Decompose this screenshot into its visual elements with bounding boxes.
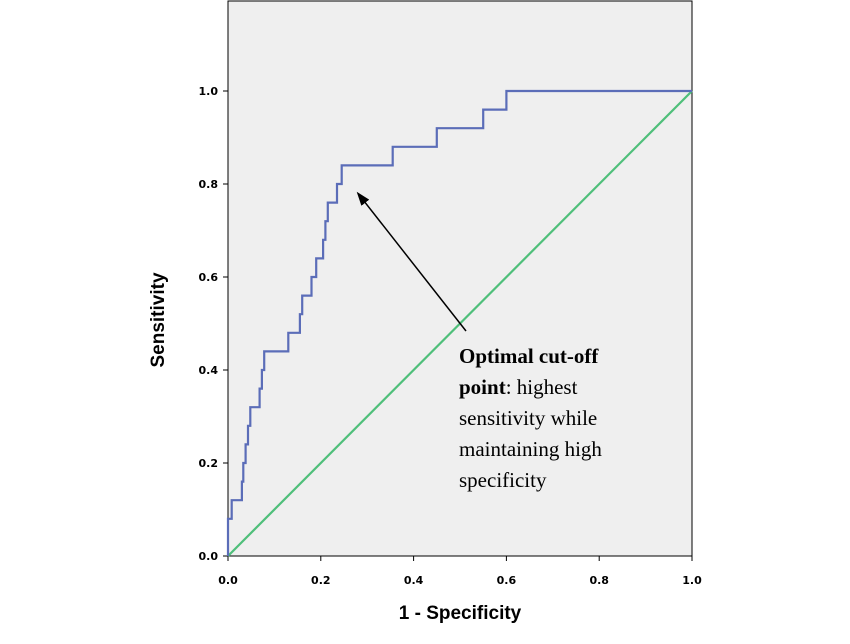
annotation-line: sensitivity while [459, 406, 597, 430]
annotation-text: maintaining high [459, 437, 602, 461]
y-tick-label: 0.2 [199, 457, 219, 470]
annotation-bold-text: Optimal cut-off [459, 344, 599, 368]
x-tick-label: 0.6 [497, 574, 517, 587]
x-tick-label: 0.0 [218, 574, 238, 587]
annotation-bold-text: point [459, 375, 506, 399]
y-tick-label: 0.8 [199, 178, 219, 191]
annotation-line: maintaining high [459, 437, 602, 461]
y-tick-label: 0.0 [199, 550, 219, 563]
x-axis-title: 1 - Specificity [399, 603, 522, 624]
y-tick-label: 0.6 [199, 271, 219, 284]
annotation-text: sensitivity while [459, 406, 597, 430]
annotation-text: specificity [459, 468, 547, 492]
annotation-line: specificity [459, 468, 547, 492]
roc-curve [226, 89, 692, 556]
x-tick-label: 0.8 [589, 574, 609, 587]
x-tick-label: 0.2 [311, 574, 331, 587]
x-tick-label: 1.0 [682, 574, 702, 587]
y-tick-label: 0.4 [199, 364, 219, 377]
annotation-text: : highest [506, 375, 578, 399]
x-tick-label: 0.4 [404, 574, 424, 587]
annotation-line: Optimal cut-off [459, 344, 599, 368]
plot-area [227, 0, 693, 557]
annotation-arrow [356, 191, 467, 332]
y-tick-label: 1.0 [199, 85, 219, 98]
y-axis-title: Sensitivity [148, 272, 169, 367]
annotation-line: point: highest [459, 375, 578, 399]
